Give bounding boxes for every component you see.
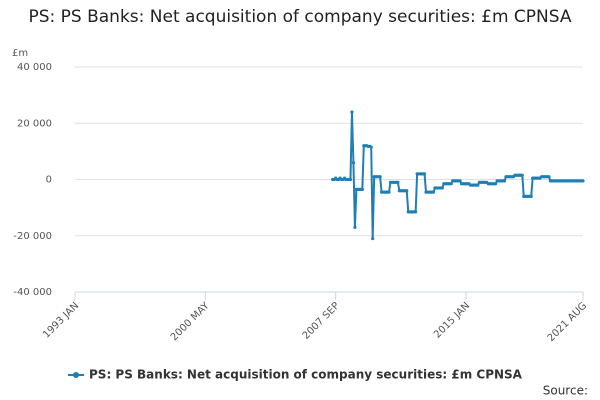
data-point: [494, 182, 498, 186]
data-point: [581, 179, 585, 183]
data-point: [431, 190, 436, 194]
data-point: [405, 189, 409, 193]
y-tick-label: -20 000: [13, 231, 52, 242]
x-tick-label: 2021 AUG: [546, 300, 590, 344]
data-point: [369, 145, 373, 149]
source: Source:: [543, 384, 588, 398]
data-point: [458, 179, 462, 183]
x-tick-label: 1993 JAN: [41, 300, 81, 340]
data-point: [371, 236, 375, 241]
legend-symbol: [73, 372, 79, 378]
y-tick-label: 20 000: [17, 118, 52, 129]
x-tick-label: 2007 SEP: [301, 300, 342, 341]
legend-label: PS: PS Banks: Net acquisition of company…: [89, 368, 523, 382]
data-point: [348, 177, 353, 182]
x-tick-label: 2000 MAY: [169, 300, 212, 343]
data-point: [414, 210, 418, 214]
data-point: [502, 179, 507, 183]
data-point: [422, 172, 427, 176]
data-point: [449, 182, 453, 186]
data-point: [547, 175, 551, 179]
data-point: [351, 161, 356, 165]
data-point: [396, 180, 400, 184]
data-point: [360, 187, 364, 191]
data-point: [378, 175, 382, 179]
data-point: [476, 183, 480, 187]
chart-title: PS: PS Banks: Net acquisition of company…: [28, 7, 572, 27]
data-point: [529, 194, 533, 198]
data-point: [353, 225, 357, 229]
data-point: [387, 190, 391, 194]
x-tick-label: 2015 JAN: [432, 300, 472, 340]
data-point: [520, 173, 524, 177]
y-tick-label: 0: [46, 175, 52, 186]
y-axis-label: £m: [12, 48, 28, 59]
data-point: [350, 110, 354, 114]
y-tick-label: 40 000: [17, 62, 52, 73]
y-tick-label: -40 000: [13, 287, 52, 298]
data-point: [440, 186, 444, 190]
